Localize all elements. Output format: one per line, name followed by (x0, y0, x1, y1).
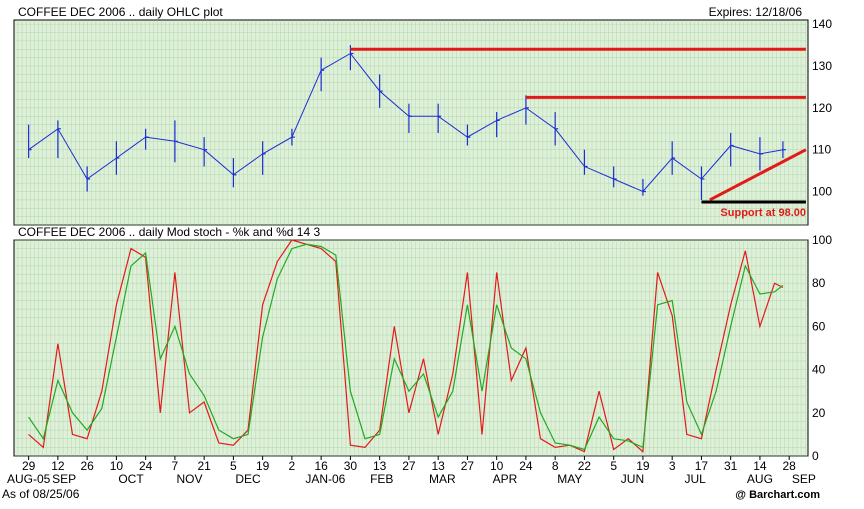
x-day-label: 12 (51, 459, 65, 473)
as-of-label: As of 08/25/06 (2, 487, 80, 501)
x-day-label: 10 (110, 459, 124, 473)
x-day-label: 21 (197, 459, 211, 473)
stoch-tick-label: 0 (812, 449, 819, 463)
x-day-label: 13 (373, 459, 387, 473)
x-day-label: 19 (256, 459, 270, 473)
x-month-label: AUG-05 (7, 472, 51, 486)
x-day-label: 29 (22, 459, 36, 473)
x-month-label: OCT (118, 472, 144, 486)
price-bars (28, 45, 786, 200)
stoch-k-line (28, 239, 784, 453)
x-month-label: APR (493, 472, 518, 486)
expires-label: Expires: 12/18/06 (709, 5, 803, 19)
stoch-panel (13, 239, 809, 457)
x-day-label: 27 (461, 459, 475, 473)
x-month-label: SEP (52, 472, 76, 486)
price-panel (13, 19, 809, 226)
x-month-label: MAR (429, 472, 456, 486)
x-day-label: 10 (490, 459, 504, 473)
x-month-label: DEC (235, 472, 261, 486)
price-path (28, 52, 783, 193)
source-label: @ Barchart.com (735, 489, 820, 501)
x-day-label: 3 (669, 459, 676, 473)
x-month-label: MAY (557, 472, 582, 486)
x-day-label: 13 (431, 459, 445, 473)
x-month-label: JAN-06 (305, 472, 345, 486)
x-day-label: 27 (402, 459, 416, 473)
stoch-tick-label: 40 (812, 363, 826, 377)
x-day-label: 7 (172, 459, 179, 473)
stoch-grid (14, 239, 808, 457)
price-tick-label: 120 (812, 101, 832, 115)
stoch-tick-label: 80 (812, 276, 826, 290)
trend-line (709, 148, 807, 202)
x-month-label: AUG (747, 472, 773, 486)
x-day-label: 5 (610, 459, 617, 473)
x-month-label: JUN (621, 472, 644, 486)
stoch-tick-label: 100 (812, 233, 832, 247)
stoch-tick-label: 20 (812, 406, 826, 420)
price-tick-label: 130 (812, 59, 832, 73)
x-axis: 29 12 26 10 24 7 21 5 19 2 16 30 13 27 13 27 10 24 8 22 5 19 3… (7, 456, 816, 486)
stoch-y-axis: 0 20 40 60 80 100 (812, 233, 832, 463)
x-day-label: 26 (80, 459, 94, 473)
x-day-label: 24 (139, 459, 153, 473)
x-day-label: 24 (519, 459, 533, 473)
x-day-label: 17 (695, 459, 709, 473)
x-day-label: 5 (230, 459, 237, 473)
x-day-label: 22 (578, 459, 592, 473)
price-tick-label: 110 (812, 143, 831, 157)
x-month-label: SEP (792, 472, 816, 486)
x-day-label: 28 (783, 459, 797, 473)
support-label: Support at 98.00 (720, 207, 806, 219)
price-annotations: Support at 98.00 (350, 47, 807, 219)
x-day-label: 30 (344, 459, 358, 473)
x-day-label: 31 (724, 459, 738, 473)
price-y-axis: 100 110 120 130 140 (812, 17, 832, 198)
x-day-label: 19 (636, 459, 650, 473)
stoch-lines (28, 239, 784, 453)
price-tick-label: 140 (812, 17, 832, 31)
x-day-label: 8 (552, 459, 559, 473)
price-tick-label: 100 (812, 185, 832, 199)
x-month-label: FEB (370, 472, 393, 486)
x-month-label: NOV (177, 472, 203, 486)
x-day-label: 2 (289, 459, 296, 473)
lower-title: COFFEE DEC 2006 .. daily Mod stoch - %k … (18, 225, 320, 239)
stoch-tick-label: 60 (812, 319, 826, 333)
x-day-label: 16 (314, 459, 328, 473)
upper-title: COFFEE DEC 2006 .. daily OHLC plot (18, 5, 223, 19)
x-day-label: 14 (753, 459, 767, 473)
x-month-label: JUL (684, 472, 706, 486)
price-grid (14, 20, 808, 226)
stoch-d-line (28, 243, 784, 451)
